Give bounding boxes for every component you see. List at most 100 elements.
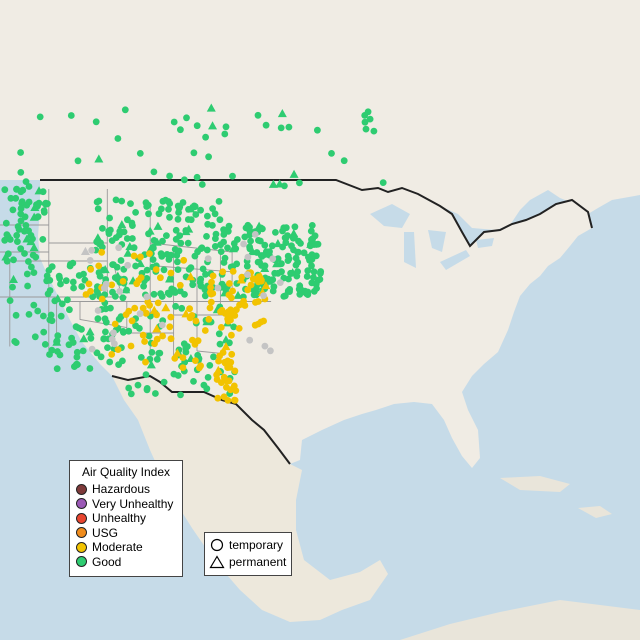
monitor-marker: [94, 205, 102, 213]
monitor-marker: [215, 357, 223, 365]
monitor-marker: [246, 336, 254, 344]
monitor-marker: [213, 376, 221, 383]
monitor-marker: [17, 210, 25, 218]
monitor-marker: [105, 230, 113, 238]
monitor-marker: [108, 281, 116, 289]
monitor-marker: [100, 265, 110, 274]
monitor-marker: [57, 280, 64, 288]
monitor-marker: [244, 271, 251, 278]
legend-item-usg: USG: [70, 526, 182, 541]
monitor-marker: [310, 268, 318, 276]
monitor-marker: [176, 232, 184, 240]
monitor-marker: [146, 360, 156, 369]
monitor-marker: [143, 293, 151, 301]
monitor-marker: [4, 250, 12, 258]
monitor-marker: [80, 270, 87, 278]
monitor-marker: [170, 286, 178, 294]
monitor-marker: [217, 241, 225, 249]
monitor-marker: [75, 324, 82, 332]
monitor-marker: [165, 274, 175, 283]
triangle-icon: [209, 554, 225, 568]
monitor-marker: [161, 303, 171, 312]
monitor-marker: [86, 257, 94, 264]
monitor-marker: [29, 251, 37, 259]
monitor-marker: [214, 394, 222, 402]
monitor-marker: [295, 285, 303, 293]
hispaniola-land: [578, 506, 612, 518]
monitor-marker: [230, 323, 238, 331]
monitor-marker: [174, 266, 182, 273]
monitor-marker: [94, 307, 102, 314]
monitor-marker: [17, 217, 25, 225]
lake-huron-water: [428, 230, 446, 252]
monitor-marker: [226, 280, 233, 287]
monitor-marker: [89, 293, 97, 301]
monitor-marker: [238, 273, 246, 281]
monitor-marker: [42, 200, 50, 208]
monitor-marker: [166, 172, 174, 180]
monitor-marker: [278, 260, 285, 268]
monitor-marker: [115, 244, 123, 252]
monitor-marker: [113, 271, 123, 280]
monitor-marker: [48, 317, 56, 325]
monitor-marker: [176, 287, 184, 295]
monitor-marker: [212, 235, 219, 243]
monitor-marker: [136, 150, 144, 157]
lake-erie-water: [440, 250, 470, 270]
monitor-marker: [109, 288, 116, 296]
monitor-marker: [300, 249, 308, 257]
monitor-marker: [366, 115, 374, 123]
monitor-marker: [87, 265, 95, 273]
monitor-marker: [172, 348, 182, 357]
monitor-marker: [274, 255, 282, 262]
monitor-marker: [13, 232, 21, 239]
monitor-marker: [258, 277, 265, 285]
monitor-marker: [224, 244, 231, 252]
monitor-marker: [231, 312, 239, 319]
monitor-marker: [282, 234, 290, 242]
monitor-marker: [224, 357, 232, 365]
monitor-marker: [127, 390, 135, 398]
monitor-marker: [68, 334, 75, 342]
monitor-marker: [34, 213, 42, 221]
country-border: [40, 179, 593, 465]
monitor-marker: [198, 181, 206, 188]
monitor-marker: [210, 353, 217, 361]
monitor-marker: [87, 334, 95, 342]
monitor-marker: [235, 325, 243, 332]
monitor-marker: [141, 338, 149, 345]
monitor-marker: [85, 327, 95, 336]
monitor-marker: [252, 284, 260, 292]
monitor-marker: [186, 272, 196, 281]
monitor-marker: [312, 241, 320, 248]
monitor-marker: [125, 242, 135, 251]
monitor-marker: [57, 312, 65, 320]
monitor-marker: [186, 305, 194, 313]
monitor-marker: [205, 153, 213, 161]
monitor-marker: [12, 339, 20, 346]
monitor-marker: [254, 298, 262, 305]
monitor-marker: [25, 183, 33, 190]
monitor-marker: [153, 335, 161, 343]
monitor-marker: [119, 294, 127, 302]
legend-item-moderate: Moderate: [70, 540, 182, 555]
monitor-marker: [173, 252, 181, 259]
monitor-marker: [284, 252, 292, 260]
monitor-marker: [200, 381, 208, 389]
monitor-marker: [262, 121, 270, 129]
monitor-marker: [224, 364, 232, 371]
monitor-marker: [143, 266, 151, 274]
monitor-marker: [102, 328, 109, 336]
monitor-marker: [206, 362, 214, 369]
monitor-marker: [256, 271, 266, 280]
monitor-marker: [1, 186, 9, 194]
legend-label: Good: [92, 554, 122, 569]
monitor-marker: [39, 236, 47, 243]
monitor-marker: [179, 364, 187, 371]
monitor-marker: [171, 246, 179, 253]
monitor-marker: [286, 286, 294, 293]
monitor-marker: [244, 253, 252, 261]
legend-label: Very Unhealthy: [92, 496, 174, 511]
lake-ontario-water: [476, 238, 494, 248]
monitor-marker: [163, 251, 171, 258]
